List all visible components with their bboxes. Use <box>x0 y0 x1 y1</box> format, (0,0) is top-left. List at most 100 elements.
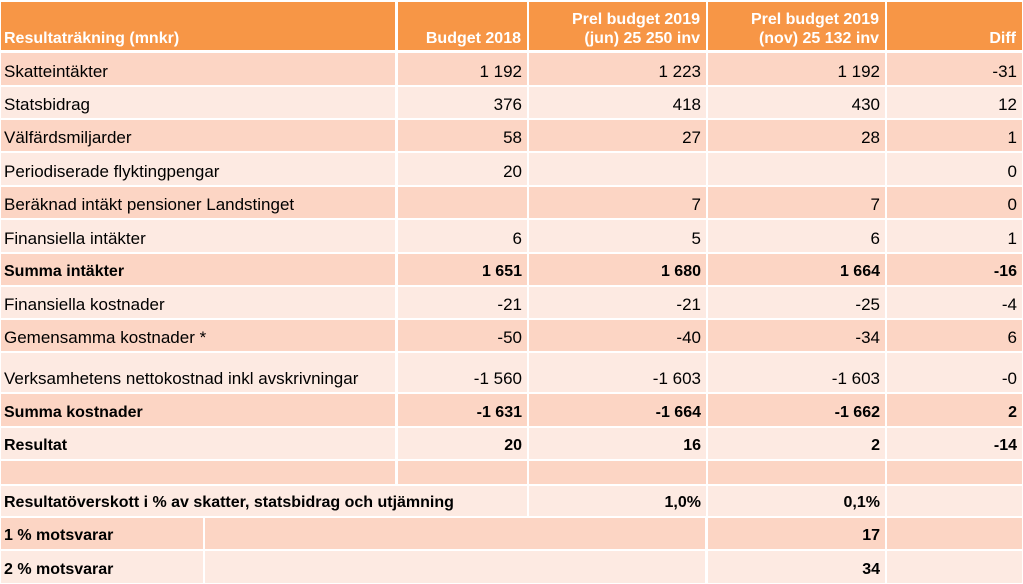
table-row-11-nov-text: 2 <box>871 437 880 454</box>
table-row-2-jun-text: 27 <box>682 128 701 147</box>
one-pct-label: 1 % motsvarar <box>1 518 203 549</box>
table-row-9-diff: -0 <box>887 353 1022 392</box>
table-row-1-b2018-text: 376 <box>493 95 522 114</box>
table-row-9-label-text: Verksamhetens nettokostnad inkl avskrivn… <box>4 369 359 388</box>
table-row-6-jun: 1 680 <box>529 254 706 285</box>
two-pct-value-text: 34 <box>862 561 880 578</box>
table-row-6-jun-text: 1 680 <box>660 263 701 280</box>
table-row-5-nov-text: 6 <box>870 229 880 248</box>
table-row-12-diff <box>887 461 1022 484</box>
table-row-10-label-text: Summa kostnader <box>4 404 143 421</box>
table-row-4-diff-text: 0 <box>1007 195 1017 214</box>
one-pct-value-text: 17 <box>862 527 880 544</box>
table-row-8-jun: -40 <box>529 320 706 351</box>
table-row-3-label-text: Periodiserade flyktingpengar <box>4 162 220 181</box>
table-row-0-b2018: 1 192 <box>398 53 527 85</box>
table-row-0-label-text: Skatteintäkter <box>4 62 108 81</box>
table-row-0-jun-text: 1 223 <box>658 62 701 81</box>
two-pct-diff <box>887 551 1022 583</box>
header-prel-nov-text: Prel budget 2019 (nov) 25 132 inv <box>751 10 879 48</box>
table-row-3-jun <box>529 153 706 185</box>
table-row-2-nov-text: 28 <box>861 128 880 147</box>
table-row-8-label-text: Gemensamma kostnader * <box>4 328 207 347</box>
table-row-2-diff-text: 1 <box>1007 128 1017 147</box>
table-row-9-nov: -1 603 <box>708 353 885 392</box>
table-row-12-label <box>1 461 395 484</box>
two-pct-spacer <box>205 551 705 583</box>
table-row-0-b2018-text: 1 192 <box>479 62 522 81</box>
overskott-label-text: Resultatöverskott i % av skatter, statsb… <box>4 494 454 511</box>
header-label: Resultaträkning (mnkr) <box>1 2 395 50</box>
table-row-0-diff-text: -31 <box>992 62 1017 81</box>
table-row-6-diff-text: -16 <box>993 263 1017 280</box>
two-pct-label: 2 % motsvarar <box>1 551 203 583</box>
table-row-12-jun <box>529 461 706 484</box>
table-row-1-label: Statsbidrag <box>1 87 395 118</box>
table-row-7-b2018: -21 <box>398 287 527 318</box>
table-row-2-jun: 27 <box>529 120 706 151</box>
table-row-5-jun-text: 5 <box>691 229 701 248</box>
table-row-10-jun-text: -1 664 <box>655 404 701 421</box>
one-pct-value: 17 <box>708 518 885 549</box>
header-prel-jun: Prel budget 2019 (jun) 25 250 inv <box>529 2 706 50</box>
table-row-7-nov: -25 <box>708 287 885 318</box>
table-row-7-diff-text: -4 <box>1001 295 1017 314</box>
table-row-10-nov-text: -1 662 <box>834 404 880 421</box>
table-row-4-label-text: Beräknad intäkt pensioner Landstinget <box>4 195 295 214</box>
table-row-11-jun-text: 16 <box>683 437 701 454</box>
table-row-6-label-text: Summa intäkter <box>4 263 125 280</box>
table-row-8-diff: 6 <box>887 320 1022 351</box>
table-row-7-label: Finansiella kostnader <box>1 287 395 318</box>
table-row-3-nov <box>708 153 885 185</box>
header-budget-2018-text: Budget 2018 <box>425 30 521 47</box>
header-prel-nov-line2: (nov) 25 132 inv <box>758 30 879 47</box>
table-row-2-diff: 1 <box>887 120 1022 151</box>
table-row-2-b2018: 58 <box>398 120 527 151</box>
overskott-nov-text: 0,1% <box>843 494 880 511</box>
table-row-11-b2018-text: 20 <box>504 437 522 454</box>
table-row-0-diff: -31 <box>887 53 1022 85</box>
table-row-11-nov: 2 <box>708 428 885 459</box>
table-row-5-label: Finansiella intäkter <box>1 220 395 252</box>
header-diff-text: Diff <box>989 30 1016 47</box>
table-row-7-nov-text: -25 <box>855 295 880 314</box>
table-row-0-nov-text: 1 192 <box>837 62 880 81</box>
table-row-8-nov: -34 <box>708 320 885 351</box>
two-pct-value: 34 <box>708 551 885 583</box>
table-row-5-diff-text: 1 <box>1007 229 1017 248</box>
table-row-0-nov: 1 192 <box>708 53 885 85</box>
table-row-11-label-text: Resultat <box>4 437 68 454</box>
table-row-4-diff: 0 <box>887 187 1022 218</box>
table-row-9-nov-text: -1 603 <box>831 369 880 388</box>
table-row-9-diff-text: -0 <box>1001 369 1017 388</box>
table-row-8-b2018-text: -50 <box>497 328 522 347</box>
header-label-text: Resultaträkning (mnkr) <box>4 30 180 47</box>
table-row-8-nov-text: -34 <box>855 328 880 347</box>
table-row-11-diff: -14 <box>887 428 1022 459</box>
table-row-5-jun: 5 <box>529 220 706 252</box>
table-row-4-nov: 7 <box>708 187 885 218</box>
table-row-1-label-text: Statsbidrag <box>4 95 90 114</box>
table-row-1-diff: 12 <box>887 87 1022 118</box>
overskott-diff <box>887 486 1022 516</box>
table-row-7-b2018-text: -21 <box>497 295 522 314</box>
one-pct-spacer <box>205 518 705 549</box>
table-row-11-label: Resultat <box>1 428 395 459</box>
table-row-5-b2018: 6 <box>398 220 527 252</box>
table-row-5-diff: 1 <box>887 220 1022 252</box>
table-row-4-jun-text: 7 <box>691 195 701 214</box>
one-pct-diff <box>887 518 1022 549</box>
two-pct-label-text: 2 % motsvarar <box>4 561 114 578</box>
table-row-3-b2018: 20 <box>398 153 527 185</box>
table-row-10-diff: 2 <box>887 394 1022 426</box>
table-row-12-nov <box>708 461 885 484</box>
table-row-1-jun: 418 <box>529 87 706 118</box>
table-row-4-b2018 <box>398 187 527 218</box>
table-row-5-nov: 6 <box>708 220 885 252</box>
table-row-0-label: Skatteintäkter <box>1 53 395 85</box>
table-row-2-label-text: Välfärdsmiljarder <box>4 128 132 147</box>
table-row-11-b2018: 20 <box>398 428 527 459</box>
table-row-10-b2018-text: -1 631 <box>476 404 522 421</box>
table-row-11-jun: 16 <box>529 428 706 459</box>
table-row-9-b2018-text: -1 560 <box>473 369 522 388</box>
